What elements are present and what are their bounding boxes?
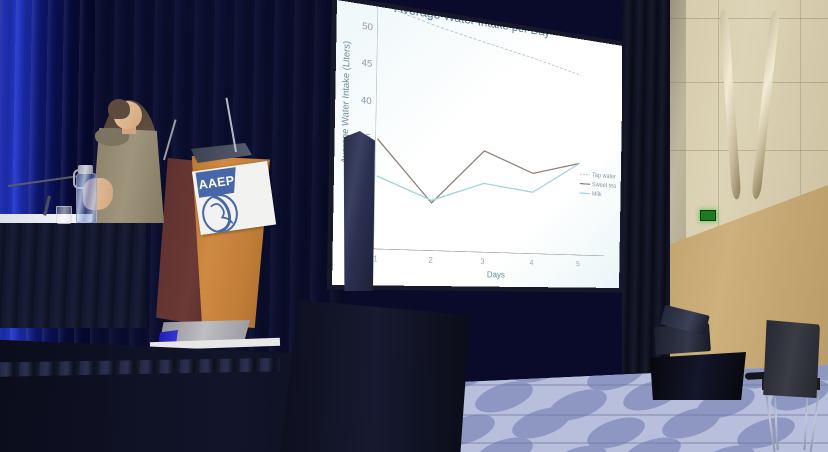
svg-text:40: 40 [361, 95, 372, 107]
svg-text:Tap water: Tap water [592, 171, 616, 180]
svg-text:5: 5 [576, 260, 580, 269]
svg-text:Sweet tea: Sweet tea [592, 181, 617, 190]
svg-text:Days: Days [487, 271, 505, 281]
svg-text:2: 2 [428, 256, 433, 266]
svg-text:Milk: Milk [592, 190, 603, 198]
svg-text:50: 50 [362, 21, 373, 33]
svg-text:3: 3 [480, 257, 484, 266]
svg-text:45: 45 [361, 58, 372, 70]
svg-text:4: 4 [529, 259, 534, 268]
svg-text:1: 1 [373, 254, 378, 264]
